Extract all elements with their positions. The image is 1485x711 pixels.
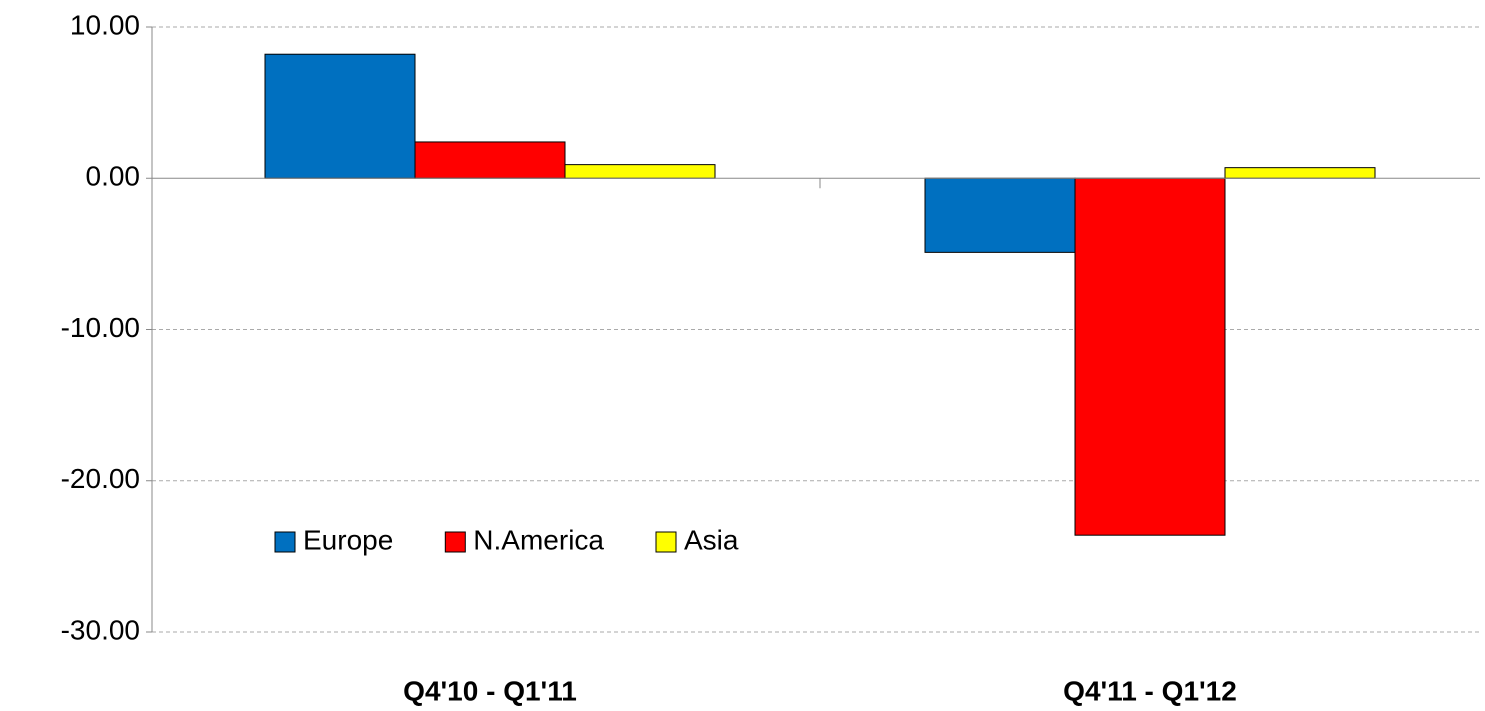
legend-swatch	[274, 531, 296, 553]
bar	[924, 177, 1076, 253]
legend-swatch	[444, 531, 466, 553]
y-tick-label: 10.00	[70, 9, 140, 40]
x-tick-label: Q4'11 - Q1'12	[1063, 675, 1237, 706]
legend-swatch	[655, 531, 677, 553]
bar	[1224, 167, 1376, 179]
y-tick-label: 0.00	[86, 161, 141, 192]
bar	[264, 53, 416, 179]
bar	[1074, 177, 1226, 536]
legend-label: N.America	[473, 524, 604, 555]
bar	[414, 141, 566, 179]
y-tick-label: -10.00	[61, 312, 140, 343]
legend-label: Europe	[303, 524, 393, 555]
y-tick-label: -30.00	[61, 614, 140, 645]
x-tick-label: Q4'10 - Q1'11	[403, 675, 577, 706]
bar	[564, 164, 716, 179]
y-tick-label: -20.00	[61, 463, 140, 494]
legend-label: Asia	[684, 524, 739, 555]
